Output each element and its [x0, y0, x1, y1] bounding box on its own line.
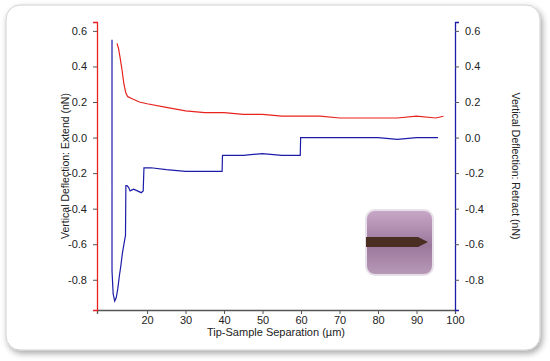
- tick: 20: [141, 310, 153, 326]
- tick-mark: [455, 244, 459, 245]
- tick-mark: [455, 280, 459, 281]
- inset-image: [366, 210, 433, 275]
- tick: -0.2: [455, 167, 484, 179]
- tick-label: 70: [334, 314, 346, 326]
- tick-label: 0.2: [465, 96, 480, 108]
- tick-label: 90: [411, 314, 423, 326]
- tick: 40: [218, 310, 230, 326]
- tick-label: 0.0: [72, 132, 87, 144]
- tick: -0.4: [68, 203, 97, 215]
- cantilever: [366, 237, 428, 247]
- tick-mark: [93, 209, 97, 210]
- tick: -0.6: [68, 238, 97, 250]
- tick-label: 80: [372, 314, 384, 326]
- x-axis: 20 30 40 50 60 70 80 90 100: [98, 310, 465, 326]
- tick-label: 20: [141, 314, 153, 326]
- tick-mark: [93, 244, 97, 245]
- tick-label: 40: [218, 314, 230, 326]
- tick: -0.6: [455, 238, 484, 250]
- series-line: [112, 40, 438, 301]
- x-axis-title: Tip-Sample Separation (µm): [207, 326, 345, 338]
- tick-mark: [93, 173, 97, 174]
- tick: 0.4: [72, 60, 97, 72]
- tick: -0.2: [68, 167, 97, 179]
- tick: 0.6: [72, 25, 97, 37]
- tick: 0.0: [455, 132, 480, 144]
- y-axis: -0.8 -0.6 -0.4 -0.2 0.0 0.2 0.4 0.6: [68, 23, 97, 311]
- tick: 0.6: [455, 25, 480, 37]
- card: [6, 5, 540, 350]
- tick-label: 50: [257, 314, 269, 326]
- tick: 90: [411, 310, 423, 326]
- tick-label: 0.2: [72, 96, 87, 108]
- tick: -0.4: [455, 203, 484, 215]
- lines: [112, 40, 443, 301]
- tick-mark: [93, 66, 97, 67]
- tick: 0.4: [455, 60, 480, 72]
- y-axis-line: [93, 23, 98, 311]
- tick-label: 0.0: [465, 132, 480, 144]
- tick: 100: [446, 310, 464, 326]
- tick-label: 0.6: [465, 25, 480, 37]
- tick-label: 30: [180, 314, 192, 326]
- tick-mark: [93, 102, 97, 103]
- tick-label: 60: [295, 314, 307, 326]
- tick: 70: [334, 310, 346, 326]
- y2-axis-title: Vertical Deflection: Retract (nN): [510, 92, 522, 239]
- tick: 80: [372, 310, 384, 326]
- y2-axis-line: [456, 23, 460, 311]
- tick-mark: [93, 138, 97, 139]
- tick: -0.8: [68, 274, 97, 286]
- tick-label: -0.6: [465, 238, 484, 250]
- tick: 60: [295, 310, 307, 326]
- tick: 0.2: [72, 96, 97, 108]
- tick: 0.0: [72, 132, 97, 144]
- tick-label: 0.6: [72, 25, 87, 37]
- tick-label: -0.4: [465, 203, 484, 215]
- tick-mark: [455, 138, 459, 139]
- tick-label: -0.8: [68, 274, 87, 286]
- chart: 20 30 40 50 60 70 80 90 100 -0.8 -0.6 -0.4 -0.2 0.0 0.…: [0, 0, 550, 361]
- tick-label: 0.4: [72, 60, 87, 72]
- tick: 30: [180, 310, 192, 326]
- series-line: [117, 43, 443, 118]
- tick-mark: [455, 31, 459, 32]
- tick-label: 100: [446, 314, 464, 326]
- tick-label: -0.6: [68, 238, 87, 250]
- tick-mark: [93, 280, 97, 281]
- tick-mark: [455, 66, 459, 67]
- y-axis-title: Vertical Deflection: Extend (nN): [59, 93, 71, 239]
- tick-label: 0.4: [465, 60, 480, 72]
- tick: -0.8: [455, 274, 484, 286]
- tick: 50: [257, 310, 269, 326]
- tick-mark: [455, 173, 459, 174]
- plot: 20 30 40 50 60 70 80 90 100 -0.8 -0.6 -0.4 -0.2 0.0 0.…: [68, 23, 484, 326]
- inset-frame: [366, 210, 433, 275]
- tick-mark: [455, 209, 459, 210]
- tick-mark: [455, 102, 459, 103]
- tick-label: -0.8: [465, 274, 484, 286]
- y2-axis: -0.8 -0.6 -0.4 -0.2 0.0 0.2 0.4 0.6: [455, 23, 484, 311]
- tick-label: -0.2: [465, 167, 484, 179]
- tick-mark: [93, 31, 97, 32]
- tick: 0.2: [455, 96, 480, 108]
